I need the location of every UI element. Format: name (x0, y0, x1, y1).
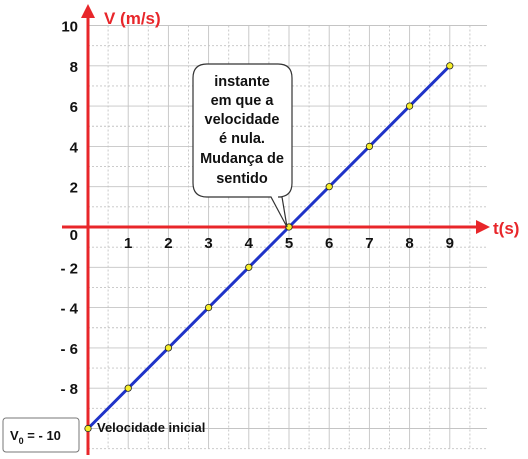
y-tick-label: 0 (70, 227, 78, 244)
callout-line-1: instante (214, 74, 270, 90)
data-point (285, 223, 293, 231)
data-point (205, 303, 213, 312)
v0-value: = - 10 (24, 428, 61, 443)
v0-subscript: 0 (19, 436, 24, 446)
v0-box: V0 = - 10 (2, 417, 80, 453)
callout-line-6: sentido (216, 171, 268, 187)
y-tick-labels: 10 8 6 4 2 0 - 2 - 4 - 6 - 8 (60, 19, 78, 399)
x-tick-labels: 1 2 3 4 5 6 7 8 9 (124, 235, 454, 252)
data-point (84, 424, 92, 433)
y-tick-label: 6 (70, 99, 78, 116)
x-tick-label: 9 (446, 235, 454, 252)
v0-text: V0 = - 10 (10, 428, 61, 446)
y-tick-label: - 8 (60, 381, 78, 398)
y-tick-label: 10 (61, 19, 78, 36)
x-tick-label: 2 (164, 235, 172, 252)
x-axis-title: t(s) (493, 219, 519, 238)
x-tick-label: 1 (124, 235, 132, 252)
v0-symbol: V (10, 428, 19, 443)
callout-line-5: Mudança de (200, 151, 284, 167)
callout-line-3: velocidade (205, 112, 280, 128)
axes (62, 4, 490, 455)
data-point (245, 263, 253, 271)
callout-line-2: em que a (211, 93, 275, 109)
x-tick-label: 5 (285, 235, 293, 252)
data-point (405, 102, 414, 110)
x-tick-label: 3 (204, 235, 212, 252)
x-axis-arrow (476, 220, 490, 234)
y-axis-title: V (m/s) (104, 9, 161, 28)
data-point (124, 384, 132, 392)
y-tick-label: 2 (70, 180, 78, 197)
data-point (446, 62, 454, 70)
x-tick-label: 7 (365, 235, 373, 252)
velocity-line (86, 64, 451, 430)
y-tick-label: 4 (70, 139, 79, 156)
x-tick-label: 6 (325, 235, 333, 252)
data-point (325, 183, 333, 191)
series-line (86, 64, 451, 430)
x-tick-label: 8 (405, 235, 413, 252)
y-tick-label: - 2 (60, 260, 78, 277)
x-tick-label: 4 (245, 235, 254, 252)
y-tick-label: - 6 (60, 341, 78, 358)
callout: instante em que a velocidade é nula. Mud… (192, 63, 293, 228)
y-axis-arrow (81, 4, 95, 18)
initial-velocity-label: Velocidade inicial (97, 420, 205, 435)
grid-lines (88, 25, 487, 450)
y-tick-label: 8 (70, 59, 78, 76)
callout-line-4: é nula. (219, 131, 265, 147)
data-point (365, 142, 373, 150)
callout-bubble (192, 63, 293, 228)
data-point (164, 344, 172, 352)
y-tick-label: - 4 (60, 301, 78, 318)
data-points (84, 62, 454, 433)
